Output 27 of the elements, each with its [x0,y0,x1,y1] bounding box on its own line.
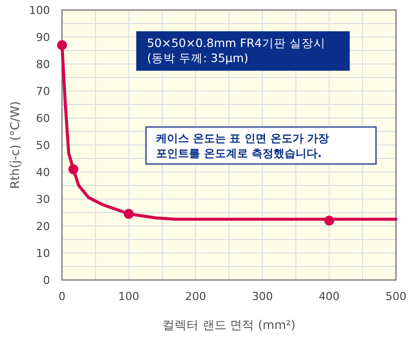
x-tick-label: 300 [252,290,273,303]
y-tick-label: 10 [36,247,50,260]
point [57,40,67,50]
annotation: 50×50×0.8mm FR4기판 실장시 (동박 두께: 35μm) [147,36,326,65]
y-axis-title: Rth(j-c) (°C/W) [8,101,22,189]
x-tick-label: 400 [318,290,340,303]
y-tick-label: 100 [29,4,50,17]
y-tick-label: 90 [36,31,50,44]
y-tick-label: 50 [36,139,50,152]
y-tick-label: 0 [43,274,50,287]
point [324,216,334,226]
y-tick-label: 20 [36,220,50,233]
x-tick-label: 0 [58,290,66,303]
x-tick-label: 100 [118,290,140,303]
y-tick-label: 60 [36,112,50,125]
point [68,164,78,174]
y-tick-label: 40 [36,166,50,179]
annotation: 케이스 온도는 표 인면 온도가 가장 포인트를 온도계로 측정했습니다. [145,126,377,165]
y-tick-label: 70 [36,85,50,98]
annotation: 50×50×0.8mm FR4기판 실장시 (동박 두께: 35μm) [136,31,350,71]
annotation: 케이스 온도는 표 인면 온도가 가장 포인트를 온도계로 측정했습니다. [155,132,330,160]
point [124,208,134,219]
x-tick-label: 200 [185,290,206,303]
x-tick-label: 500 [386,290,406,303]
y-tick-label: 30 [36,193,50,206]
y-tick-label: 80 [36,58,50,71]
x-axis-title: 컬렉터 랜드 면적 (mm²) [162,318,296,332]
